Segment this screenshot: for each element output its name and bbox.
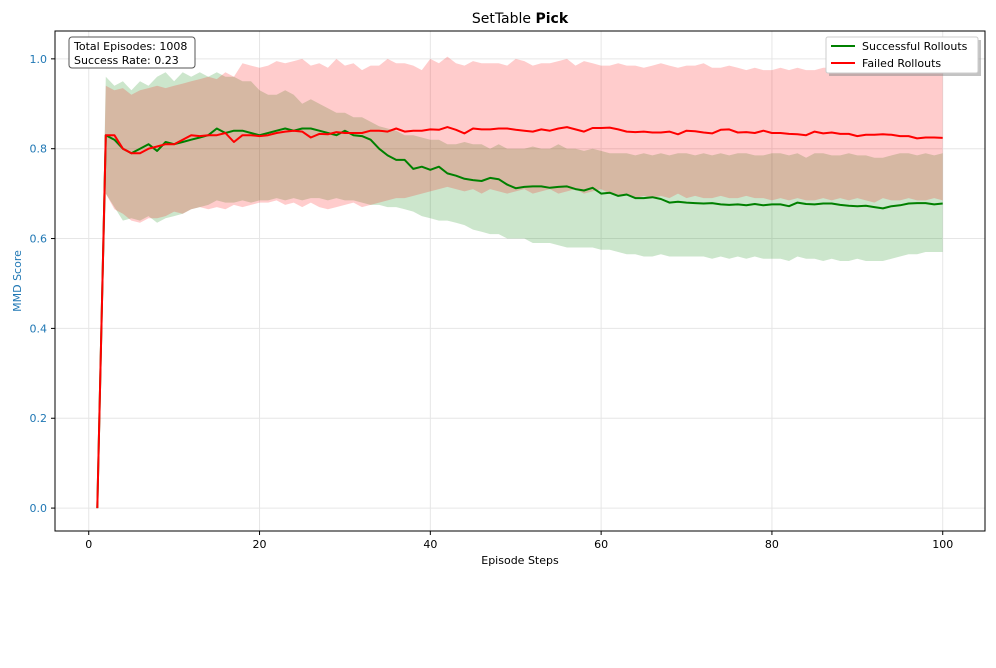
y-tick-label: 0.6	[30, 233, 48, 246]
chart-title-bold: Pick	[535, 11, 568, 27]
y-tick-label: 0.8	[30, 143, 48, 156]
info-success-rate: Success Rate: 0.23	[74, 54, 179, 67]
x-axis-label: Episode Steps	[481, 554, 559, 567]
x-tick-label: 60	[594, 538, 608, 551]
x-ticks: 0 20 40 60 80 100	[85, 531, 953, 551]
x-tick-label: 0	[85, 538, 92, 551]
std-bands	[97, 56, 943, 509]
std-band-successful	[97, 72, 943, 509]
y-tick-label: 1.0	[30, 53, 48, 66]
mean-line-successful	[96, 127, 943, 509]
chart-title-main: SetTable	[472, 11, 531, 27]
y-axis-label: MMD Score	[11, 250, 24, 312]
x-tick-label: 80	[765, 538, 779, 551]
y-tick-label: 0.0	[30, 502, 48, 515]
std-band-failed	[97, 56, 943, 509]
y-ticks: 0.0 0.2 0.4 0.6 0.8 1.0	[30, 53, 55, 515]
series-lines	[96, 126, 943, 509]
legend-label-successful: Successful Rollouts	[862, 40, 968, 53]
legend-label-failed: Failed Rollouts	[862, 57, 941, 70]
plot-frame	[54, 30, 986, 532]
chart-title: SetTable Pick	[472, 11, 569, 27]
x-tick-label: 100	[932, 538, 953, 551]
mean-line-failed	[96, 126, 943, 509]
x-tick-label: 20	[253, 538, 267, 551]
info-box: Total Episodes: 1008 Success Rate: 0.23	[68, 36, 196, 69]
info-total-episodes: Total Episodes: 1008	[73, 40, 187, 53]
x-tick-label: 40	[423, 538, 437, 551]
legend: Successful Rollouts Failed Rollouts	[825, 36, 981, 76]
y-tick-label: 0.4	[30, 322, 48, 335]
grid	[55, 31, 985, 531]
y-tick-label: 0.2	[30, 412, 48, 425]
